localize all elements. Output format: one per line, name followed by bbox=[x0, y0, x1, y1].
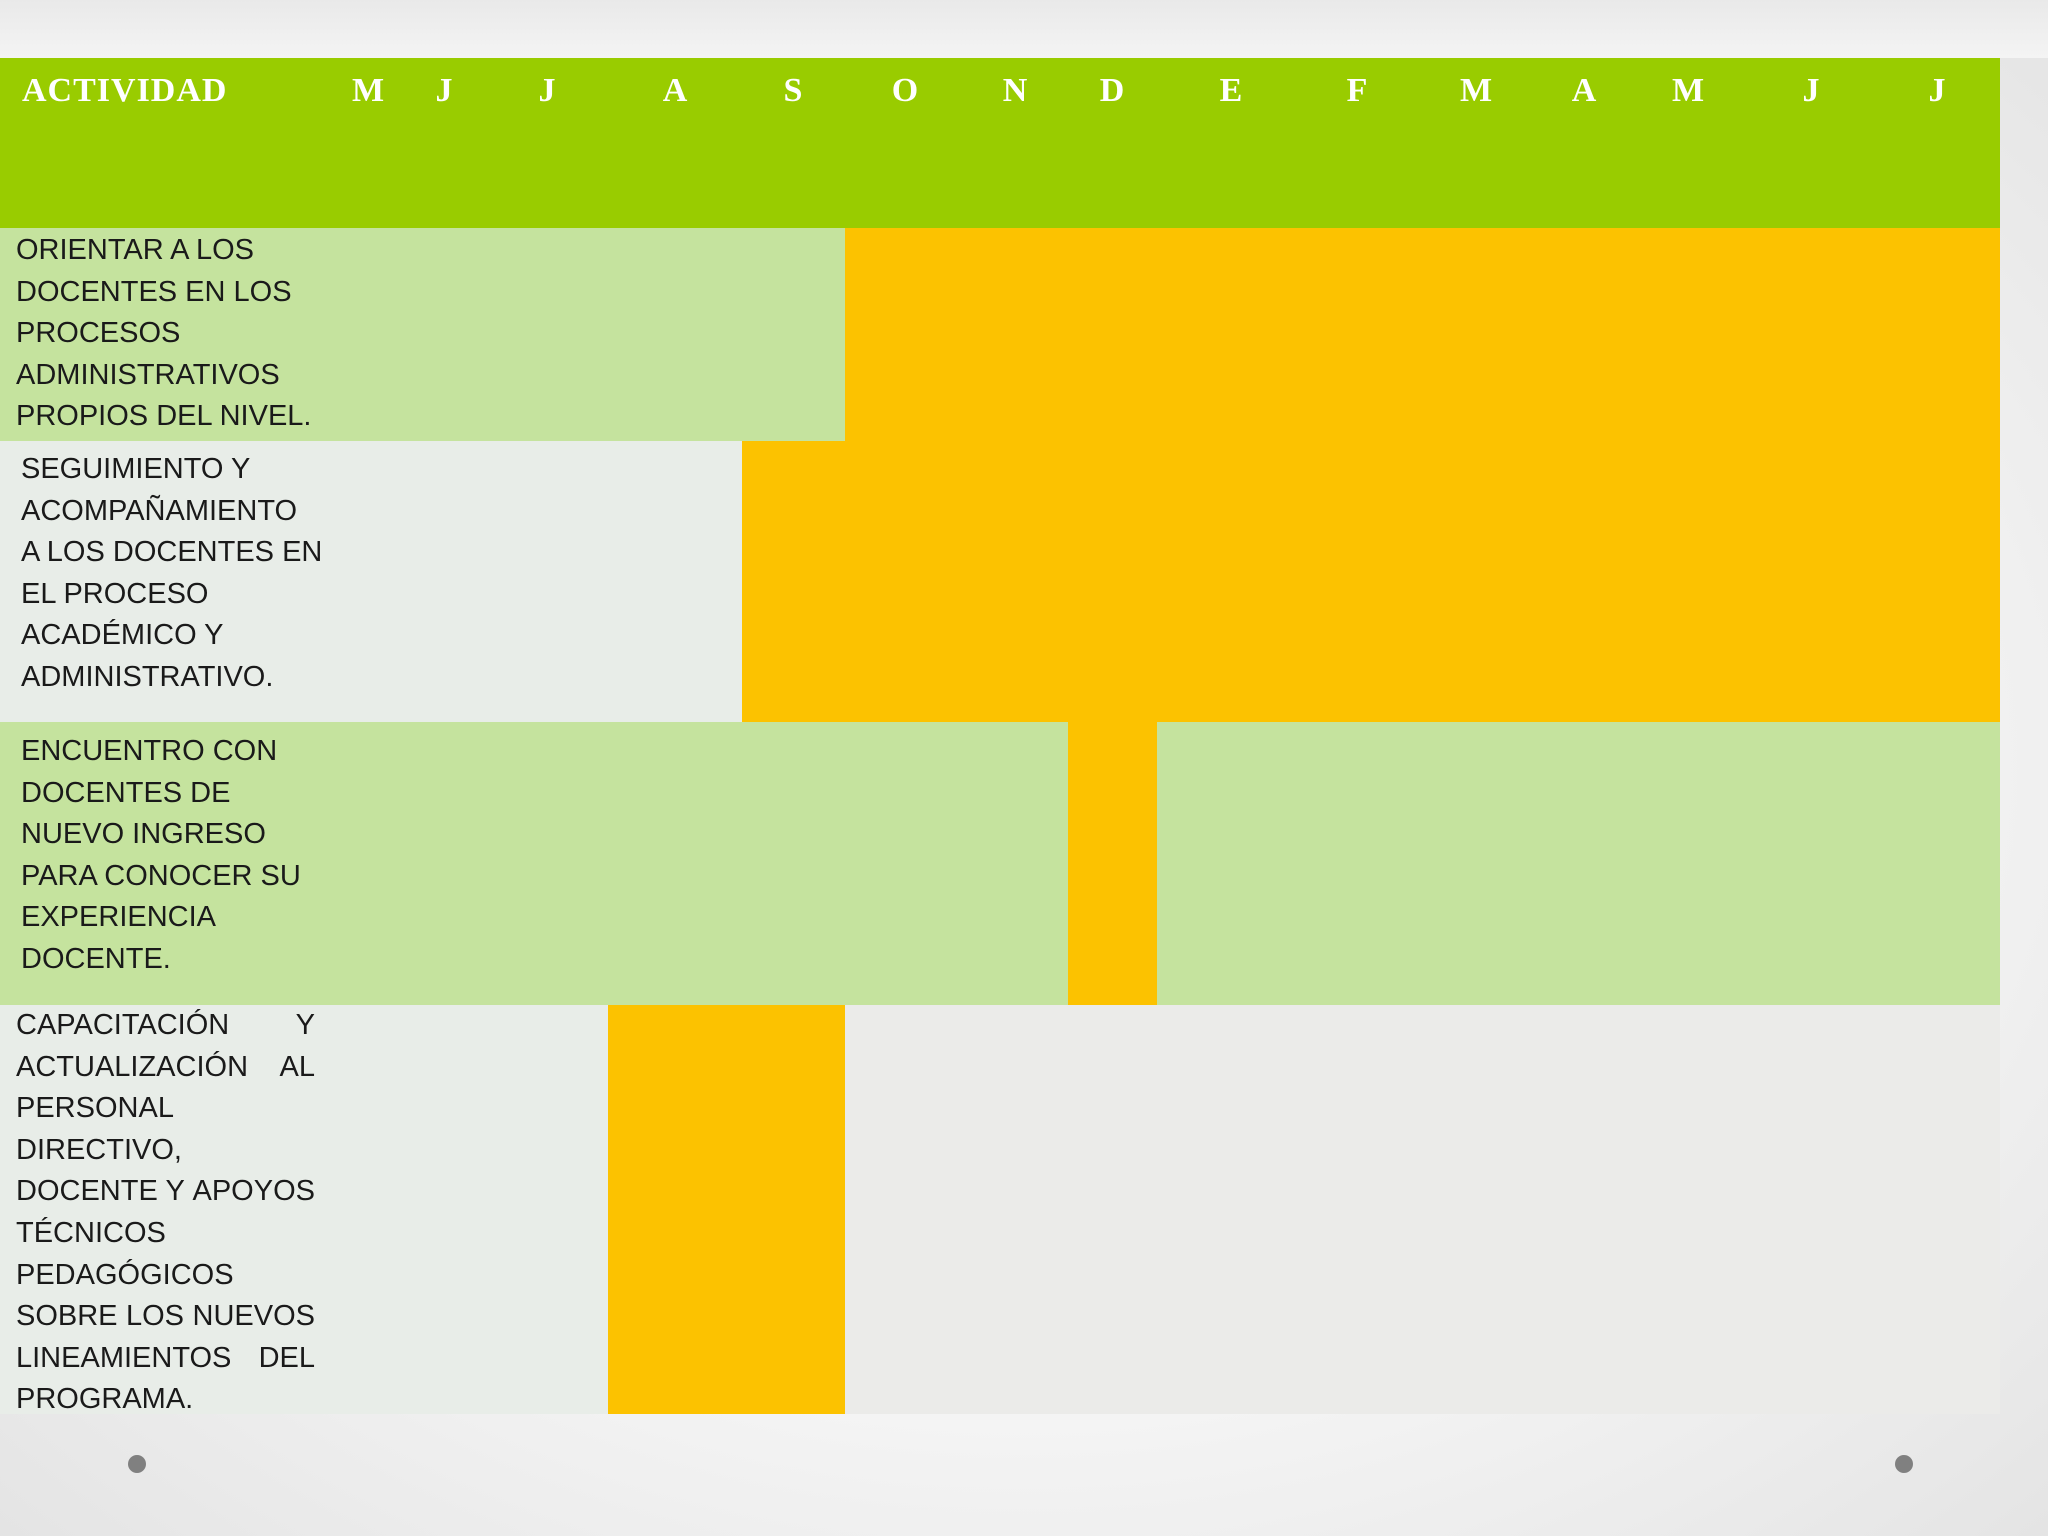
activity-label-line: EL PROCESO bbox=[21, 577, 209, 610]
activity-label-line: DIRECTIVO, bbox=[16, 1133, 182, 1166]
month-header: N bbox=[1002, 72, 1028, 109]
slide-decoration-dot bbox=[128, 1455, 146, 1473]
unscheduled-cell bbox=[1157, 722, 2000, 1005]
activity-label-word: LOS bbox=[126, 1300, 185, 1333]
schedule-header: ACTIVIDAD M J J A S O N D E F M A M J J bbox=[0, 58, 2000, 228]
activity-label-line: PROGRAMA. bbox=[16, 1383, 194, 1414]
activity-label-line: ADMINISTRATIVOS bbox=[16, 358, 280, 391]
month-header: E bbox=[1219, 72, 1243, 109]
scheduled-period-bar bbox=[1068, 722, 1157, 1005]
month-header: M bbox=[351, 72, 385, 109]
slide-decoration-dot bbox=[1895, 1455, 1913, 1473]
activity-label-line: PROCESOS bbox=[16, 317, 181, 350]
month-header: M bbox=[1671, 72, 1705, 109]
month-header: A bbox=[1571, 72, 1597, 109]
month-header: M bbox=[1459, 72, 1493, 109]
activity-row: ENCUENTRO CON DOCENTES DE NUEVO INGRESO … bbox=[0, 722, 2000, 1005]
activity-label-word: LINEAMIENTOS bbox=[16, 1341, 232, 1374]
month-header: D bbox=[1099, 72, 1125, 109]
month-header: O bbox=[891, 72, 919, 109]
activity-label-line: TÉCNICOS bbox=[16, 1216, 166, 1249]
month-header: J bbox=[538, 72, 556, 109]
month-header: J bbox=[1802, 72, 1820, 109]
month-header: S bbox=[783, 72, 803, 109]
activity-label-line: ENCUENTRO CON bbox=[21, 735, 278, 767]
slide-top-band bbox=[0, 0, 2048, 58]
scheduled-period-bar bbox=[845, 228, 2000, 441]
activity-label-line: ACADÉMICO Y bbox=[21, 619, 224, 652]
activity-label-line: ORIENTAR A LOS bbox=[16, 234, 254, 266]
activity-label-line: DOCENTE. bbox=[21, 942, 171, 975]
activity-label-line: ACTUALIZACIÓN AL bbox=[16, 1047, 315, 1089]
activity-label-line: SOBRE LOS NUEVOS bbox=[16, 1296, 315, 1338]
activity-label-line: PEDAGÓGICOS bbox=[16, 1258, 234, 1291]
activity-label: CAPACITACIÓN Y ACTUALIZACIÓN AL PERSONAL D… bbox=[16, 1005, 315, 1414]
activity-label-line: CAPACITACIÓN Y bbox=[16, 1005, 315, 1047]
activity-label-word: APOYOS bbox=[192, 1175, 315, 1208]
month-header: A bbox=[662, 72, 688, 109]
activity-label-line: DOCENTES EN LOS bbox=[16, 275, 292, 308]
activity-label-line: DOCENTES DE bbox=[21, 776, 231, 809]
label-cell bbox=[0, 441, 742, 722]
activity-label-line: ADMINISTRATIVO. bbox=[21, 660, 274, 693]
scheduled-period-bar bbox=[608, 1005, 845, 1414]
activity-label-word: DOCENTE bbox=[16, 1175, 158, 1208]
activity-label-line: LINEAMIENTOS DEL bbox=[16, 1338, 315, 1380]
activity-label: ENCUENTRO CON DOCENTES DE NUEVO INGRESO … bbox=[21, 731, 301, 981]
activity-label-word: Y bbox=[165, 1175, 185, 1208]
label-cell bbox=[0, 1005, 608, 1414]
label-cell bbox=[0, 722, 1068, 1005]
activity-label-line: ACOMPAÑAMIENTO bbox=[21, 494, 298, 527]
activity-label-line: PERSONAL bbox=[16, 1092, 174, 1125]
activity-label-word: Y bbox=[295, 1009, 315, 1041]
activity-label-word: DEL bbox=[258, 1341, 315, 1374]
activity-row: CAPACITACIÓN Y ACTUALIZACIÓN AL PERSONAL D… bbox=[0, 1005, 2000, 1414]
activity-label-word: CAPACITACIÓN bbox=[16, 1009, 230, 1041]
activity-label-line: PARA CONOCER SU bbox=[21, 859, 301, 892]
activity-row: SEGUIMIENTO Y ACOMPAÑAMIENTO A LOS DOCEN… bbox=[0, 441, 2000, 722]
activity-label: SEGUIMIENTO Y ACOMPAÑAMIENTO A LOS DOCEN… bbox=[21, 449, 322, 699]
month-header: J bbox=[435, 72, 453, 109]
activity-label-word: SOBRE bbox=[16, 1300, 118, 1333]
activity-label-line: PROPIOS DEL NIVEL. bbox=[16, 400, 312, 433]
activity-label-word: AL bbox=[279, 1050, 315, 1083]
month-header: F bbox=[1346, 72, 1368, 109]
activity-label-line: NUEVO INGRESO bbox=[21, 818, 266, 851]
activity-column-header: ACTIVIDAD bbox=[22, 72, 228, 109]
activity-label-line: EXPERIENCIA bbox=[21, 901, 216, 934]
activity-label-line: A LOS DOCENTES EN bbox=[21, 536, 323, 569]
label-cell bbox=[0, 228, 845, 441]
unscheduled-cell bbox=[845, 1005, 2000, 1414]
scheduled-period-bar bbox=[742, 441, 2000, 722]
activity-row: ORIENTAR A LOS DOCENTES EN LOS PROCESOS … bbox=[0, 228, 2000, 441]
activity-label: ORIENTAR A LOS DOCENTES EN LOS PROCESOS … bbox=[16, 230, 311, 438]
activity-label-line: SEGUIMIENTO Y bbox=[21, 453, 251, 485]
month-header: J bbox=[1928, 72, 1946, 109]
activity-label-word: NUEVOS bbox=[192, 1300, 315, 1333]
activity-label-line: DOCENTE Y APOYOS bbox=[16, 1171, 315, 1213]
activity-label-word: ACTUALIZACIÓN bbox=[16, 1050, 249, 1083]
